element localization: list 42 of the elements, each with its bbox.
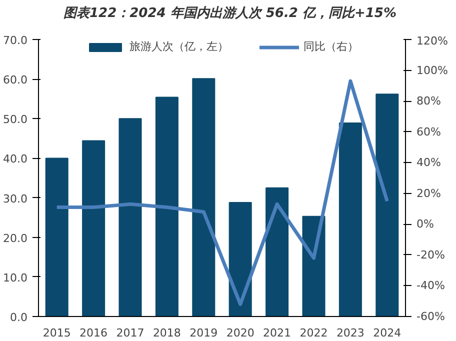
y-tick-label: 60.0 bbox=[3, 74, 28, 87]
bar bbox=[192, 78, 216, 316]
y-tick-label: 20.0 bbox=[3, 232, 28, 245]
bar bbox=[82, 140, 106, 316]
chart-title: 图表122：2024 年国内出游人次 56.2 亿，同比+15% bbox=[64, 5, 396, 23]
x-tick-label: 2023 bbox=[336, 326, 364, 340]
y2-tick-label: 100% bbox=[416, 64, 448, 77]
y-tick-label: 50.0 bbox=[3, 113, 28, 126]
y2-tick-label: 120% bbox=[416, 34, 448, 48]
y-tick-label: 70.0 bbox=[3, 34, 28, 47]
y2-tick-label: -20% bbox=[416, 248, 445, 262]
bar bbox=[302, 216, 326, 316]
bar bbox=[376, 94, 399, 316]
x-tick-label: 2020 bbox=[226, 326, 254, 340]
x-tick-label: 2024 bbox=[373, 326, 402, 340]
y2-tick-label: 20% bbox=[416, 186, 441, 200]
y2-tick-label: 60% bbox=[416, 125, 441, 138]
bar bbox=[118, 118, 142, 316]
x-tick-label: 2022 bbox=[300, 326, 328, 340]
y2-tick-label: 40% bbox=[416, 156, 441, 170]
x-tick-label: 2015 bbox=[42, 326, 71, 340]
x-tick-label: 2018 bbox=[152, 326, 181, 340]
x-tick-label: 2016 bbox=[80, 326, 108, 340]
y-tick-label: 0.0 bbox=[10, 311, 28, 324]
bar bbox=[266, 187, 289, 316]
y2-tick-label: -40% bbox=[416, 279, 445, 292]
bar bbox=[338, 122, 362, 316]
y2-tick-label: -60% bbox=[416, 310, 445, 323]
legend-label: 旅游人次（亿，左） bbox=[130, 39, 228, 54]
bar bbox=[228, 202, 252, 316]
x-tick-label: 2017 bbox=[116, 326, 144, 340]
bar bbox=[155, 96, 178, 316]
x-tick-label: 2019 bbox=[190, 326, 218, 340]
line-series bbox=[55, 79, 389, 306]
y2-tick-label: 0% bbox=[416, 218, 434, 231]
y2-tick-label: 80% bbox=[416, 94, 441, 108]
y-tick-label: 10.0 bbox=[3, 271, 28, 284]
bar bbox=[45, 158, 68, 316]
y-tick-label: 30.0 bbox=[3, 192, 28, 206]
legend-label: 同比（右） bbox=[304, 39, 358, 54]
x-tick-label: 2021 bbox=[263, 326, 292, 340]
y-tick-label: 40.0 bbox=[3, 152, 28, 166]
